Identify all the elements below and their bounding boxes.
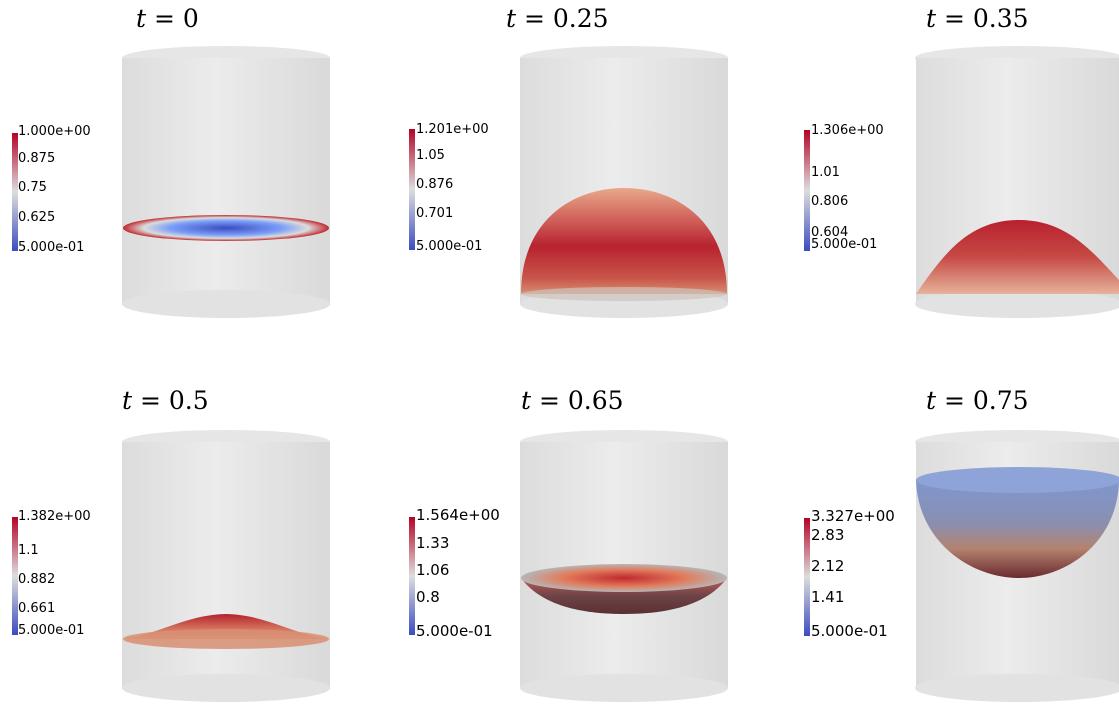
colorbar-label: 0.882	[18, 572, 56, 587]
colorbar-label: 1.06	[416, 561, 450, 579]
colorbar-label: 0.661	[18, 601, 56, 616]
cylinder-render	[122, 46, 330, 318]
colorbar-label-min: 5.000e-01	[18, 623, 85, 638]
colorbar-label-min: 5.000e-01	[416, 239, 483, 254]
colorbar-label: 0.75	[18, 180, 47, 195]
colorbar-label-max: 1.306e+00	[811, 123, 884, 138]
colorbar-label: 2.12	[811, 557, 845, 575]
colorbar-label: 0.604	[811, 225, 849, 240]
colorbar-label-max: 3.327e+00	[811, 507, 895, 525]
colorbar-label-max: 1.382e+00	[18, 509, 91, 524]
colorbar-label-min: 5.000e-01	[811, 622, 888, 640]
colorbar-label: 1.33	[416, 534, 450, 552]
panel-t035: t = 0.35 1.306e+00 1.01 0.806 0.604 5.00…	[746, 0, 1119, 352]
cylinder-render	[520, 430, 728, 702]
panel-title: t = 0	[136, 4, 199, 33]
colorbar-label: 1.1	[18, 543, 39, 558]
colorbar-label: 0.875	[18, 151, 56, 166]
panel-t075: t = 0.75 3.327e+00 2.83 2.12 1.41 5.000e…	[746, 352, 1119, 704]
cylinder-render	[915, 46, 1119, 318]
cylinder-render	[520, 46, 728, 318]
colorbar	[12, 133, 18, 251]
colorbar-label: 1.01	[811, 165, 840, 180]
colorbar-label: 0.876	[416, 177, 454, 192]
colorbar-label: 0.701	[416, 206, 454, 221]
panel-title: t = 0.75	[926, 386, 1029, 415]
panel-t0: t = 0 1.000e+00 0.875 0.75 0.625 5.000e-…	[0, 0, 373, 352]
colorbar	[409, 517, 415, 635]
panel-t05: t = 0.5 1.382e+00 1.1 0.882 0.661 5.000e…	[0, 352, 373, 704]
colorbar-label-min: 5.000e-01	[416, 622, 493, 640]
panel-title: t = 0.5	[122, 386, 209, 415]
panel-title: t = 0.65	[521, 386, 624, 415]
colorbar	[804, 518, 810, 636]
panel-t065: t = 0.65 1.564e+00 1.33 1.06 0.8 5.000e-…	[373, 352, 746, 704]
colorbar-label: 0.806	[811, 194, 849, 209]
colorbar-label: 2.83	[811, 526, 845, 544]
colorbar	[12, 517, 18, 635]
colorbar	[409, 129, 415, 250]
colorbar-label: 1.05	[416, 148, 445, 163]
colorbar-label-max: 1.564e+00	[416, 506, 500, 524]
panel-title: t = 0.35	[926, 4, 1029, 33]
colorbar-label: 1.41	[811, 588, 845, 606]
panel-title: t = 0.25	[506, 4, 609, 33]
colorbar-label-max: 1.000e+00	[18, 124, 91, 139]
colorbar-label-min: 5.000e-01	[811, 237, 878, 252]
cylinder-render	[915, 430, 1119, 702]
colorbar-label-min: 5.000e-01	[18, 240, 85, 255]
cylinder-render	[122, 430, 330, 702]
colorbar-label-max: 1.201e+00	[416, 122, 489, 137]
colorbar	[804, 130, 810, 251]
panel-t025: t = 0.25 1.201e+00 1.05 0.876 0.701 5.00…	[373, 0, 746, 352]
colorbar-label: 0.8	[416, 588, 440, 606]
colorbar-label: 0.625	[18, 210, 56, 225]
